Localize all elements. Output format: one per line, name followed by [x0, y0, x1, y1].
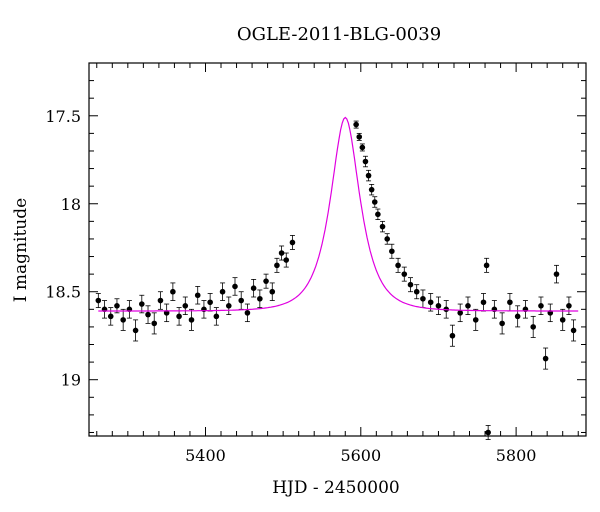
data-point — [176, 313, 182, 320]
data-point — [114, 303, 120, 309]
data-point — [213, 313, 220, 320]
data-point — [120, 317, 126, 323]
plot-frame — [88, 62, 587, 437]
data-point — [238, 297, 245, 304]
data-point — [401, 271, 408, 277]
data-point — [219, 288, 226, 295]
data-point — [232, 283, 238, 290]
data-point — [257, 295, 263, 302]
data-point — [465, 303, 471, 309]
data-point — [379, 223, 386, 230]
data-point — [250, 285, 257, 292]
data-point — [244, 310, 251, 316]
data-point — [407, 281, 414, 288]
data-point — [283, 257, 290, 263]
data-point — [207, 299, 213, 306]
data-point — [368, 186, 375, 193]
data-point — [420, 295, 426, 302]
data-point — [570, 327, 577, 334]
y-axis-label: I magnitude — [11, 198, 31, 302]
y-tick-labels: 17.5 18 18.5 19 — [45, 107, 81, 390]
data-point — [182, 303, 189, 309]
x-tick-label: 5600 — [340, 446, 381, 465]
data-point — [514, 313, 521, 320]
error-bars — [95, 120, 577, 440]
data-point — [435, 303, 442, 309]
data-point — [384, 236, 391, 242]
x-tick-label: 5800 — [496, 446, 537, 465]
data-point — [95, 297, 102, 304]
data-point — [485, 429, 491, 436]
y-tick-label: 18 — [61, 195, 81, 214]
data-point — [145, 311, 151, 318]
data-point — [559, 317, 566, 323]
data-point — [132, 327, 139, 334]
data-point — [353, 121, 359, 128]
data-point — [413, 288, 420, 295]
data-point — [395, 262, 401, 269]
data-point — [427, 299, 434, 306]
data-point — [194, 292, 201, 299]
data-point — [542, 355, 549, 362]
y-tick-label: 17.5 — [45, 107, 81, 126]
data-point — [449, 332, 456, 339]
data-point — [139, 301, 145, 307]
data-point — [483, 262, 490, 269]
x-tick-label: 5400 — [185, 446, 226, 465]
data-point — [274, 262, 280, 269]
data-point — [553, 271, 560, 277]
data-point — [389, 248, 395, 255]
data-point — [278, 250, 285, 256]
data-point — [170, 288, 176, 295]
major-ticks — [89, 63, 586, 436]
x-axis-label: HJD - 2450000 — [272, 478, 400, 498]
data-points — [95, 121, 577, 436]
data-point — [457, 310, 463, 316]
data-point — [359, 144, 366, 151]
data-point — [107, 313, 114, 320]
data-point — [530, 324, 536, 330]
data-point — [371, 199, 378, 205]
x-tick-labels: 5400 5600 5800 — [185, 446, 536, 465]
y-tick-label: 18.5 — [45, 283, 81, 302]
data-point — [269, 288, 276, 295]
data-point — [263, 278, 269, 284]
data-point — [188, 317, 195, 323]
data-point — [480, 299, 487, 306]
data-point — [538, 303, 544, 309]
data-point — [356, 134, 363, 140]
data-point — [225, 303, 232, 309]
data-point — [472, 317, 479, 323]
data-point — [507, 299, 513, 306]
data-point — [157, 297, 164, 304]
y-tick-label: 19 — [61, 371, 81, 390]
data-point — [362, 158, 369, 165]
data-point — [365, 172, 372, 179]
model-curve — [98, 116, 579, 312]
data-point — [289, 239, 296, 246]
minor-ticks — [89, 63, 586, 436]
data-point — [375, 211, 381, 218]
data-point — [499, 320, 505, 327]
data-point — [151, 320, 158, 327]
data-point — [566, 303, 572, 309]
chart-title: OGLE-2011-BLG-0039 — [237, 24, 441, 45]
